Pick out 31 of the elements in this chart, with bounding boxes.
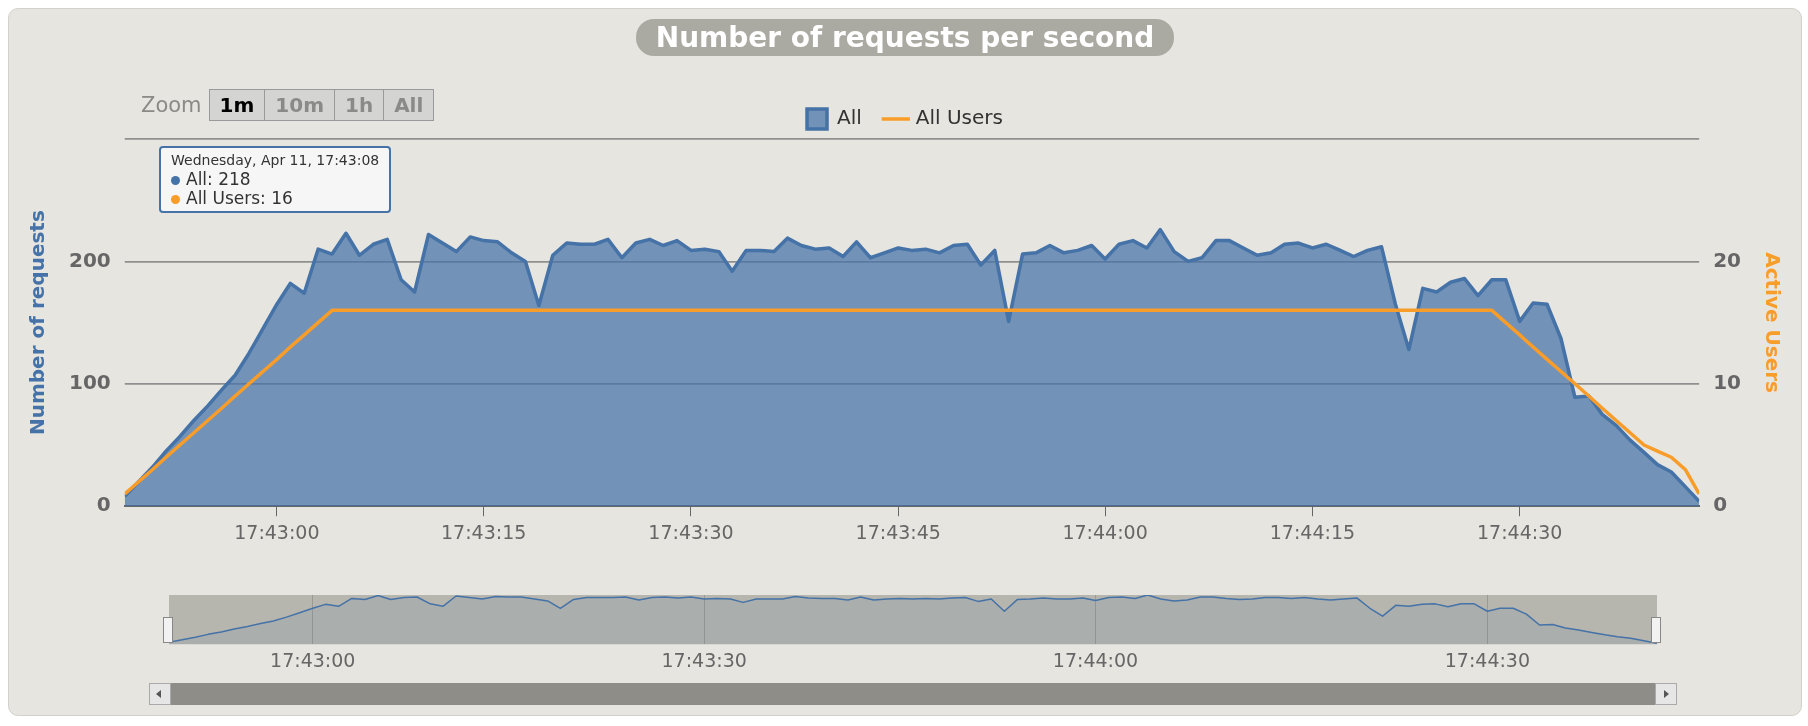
x-tick-label: 17:43:00 xyxy=(270,648,356,671)
y2-tick-label: 20 xyxy=(1713,247,1742,272)
annotation: All: 218 xyxy=(186,169,251,189)
chart-title: Number of requests per second xyxy=(635,19,1175,56)
text: All xyxy=(383,89,435,121)
x-tick-label: 17:44:00 xyxy=(1052,648,1139,671)
x-tick-label: 17:43:15 xyxy=(441,520,527,543)
tooltip: Wednesday, Apr 11, 17:43:08 All: 218 All Users: 16 xyxy=(159,146,392,213)
y-tick-label: 200 xyxy=(69,247,111,272)
legend-label: All xyxy=(837,105,862,130)
y2-axis-title: Active Users xyxy=(1760,252,1785,393)
x-tick-label: 17:44:30 xyxy=(1477,520,1563,543)
text: 10m xyxy=(264,89,335,121)
x-tick-label: 17:44:00 xyxy=(1062,520,1148,543)
x-tick-label: 17:43:30 xyxy=(661,648,747,671)
y-tick-label: 100 xyxy=(69,370,111,394)
x-tick-label: 17:44:30 xyxy=(1444,648,1531,671)
legend-label: All Users xyxy=(915,105,1003,130)
x-tick-label: 17:43:45 xyxy=(855,520,941,543)
annotation: Wednesday, Apr 11, 17:43:08 xyxy=(171,152,380,168)
y2-tick-label: 0 xyxy=(1713,492,1728,517)
text: 1h xyxy=(333,89,385,121)
x-tick-label: 17:44:15 xyxy=(1269,520,1356,543)
text: Zoom xyxy=(141,93,202,117)
y-axis-title: Number of requests xyxy=(25,210,50,436)
text: 1m xyxy=(208,89,266,121)
x-tick-label: 17:43:30 xyxy=(648,520,734,543)
x-tick-label: 17:43:00 xyxy=(234,520,320,543)
y-tick-label: 0 xyxy=(96,492,111,517)
annotation: All Users: 16 xyxy=(186,188,293,208)
y2-tick-label: 10 xyxy=(1713,370,1742,394)
